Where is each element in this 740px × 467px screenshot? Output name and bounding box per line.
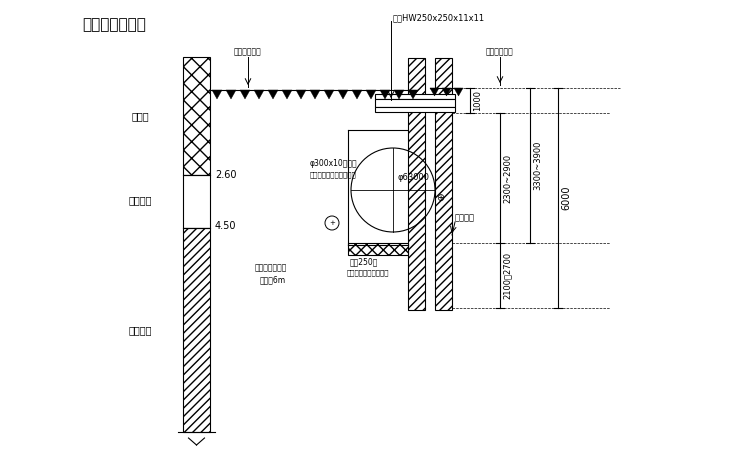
Bar	[375, 99, 455, 107]
Text: 粉质粘土: 粉质粘土	[128, 325, 152, 335]
Text: 桩径250毫: 桩径250毫	[350, 257, 378, 267]
Polygon shape	[352, 90, 362, 99]
Polygon shape	[212, 90, 222, 99]
Text: 2100～2700: 2100～2700	[503, 252, 512, 299]
Text: φ300x10钢管管: φ300x10钢管管	[310, 158, 357, 168]
Text: 2.60: 2.60	[215, 170, 237, 180]
Text: 6000: 6000	[561, 186, 571, 210]
Polygon shape	[296, 90, 306, 99]
Polygon shape	[454, 88, 463, 96]
Polygon shape	[366, 90, 376, 99]
Polygon shape	[338, 90, 348, 99]
Text: 细砂层土: 细砂层土	[128, 195, 152, 205]
Bar	[408, 58, 425, 310]
Bar	[375, 94, 455, 99]
Bar	[183, 175, 210, 228]
Bar	[183, 228, 210, 432]
Polygon shape	[442, 88, 451, 96]
Polygon shape	[226, 90, 236, 99]
Bar	[375, 107, 455, 112]
Bar	[183, 57, 210, 175]
Polygon shape	[324, 90, 334, 99]
Text: 桩长约6m: 桩长约6m	[260, 276, 286, 284]
Text: 3300~3900: 3300~3900	[533, 141, 542, 190]
Polygon shape	[240, 90, 250, 99]
Text: 钻孔剖面示意图: 钻孔剖面示意图	[82, 17, 146, 33]
Text: 原有地面标线: 原有地面标线	[234, 48, 262, 57]
Text: 原有地面标线: 原有地面标线	[486, 48, 514, 57]
Text: 开挖底面: 开挖底面	[455, 213, 475, 222]
Polygon shape	[310, 90, 320, 99]
Text: +: +	[329, 220, 335, 226]
Text: 自垂距顶端桩距: 自垂距顶端桩距	[255, 263, 287, 273]
Polygon shape	[408, 90, 418, 99]
Polygon shape	[282, 90, 292, 99]
Text: 1000: 1000	[473, 90, 482, 111]
Polygon shape	[254, 90, 264, 99]
Polygon shape	[380, 90, 390, 99]
Polygon shape	[430, 88, 439, 96]
Text: 板支撑与钢圈内采用环套: 板支撑与钢圈内采用环套	[310, 172, 357, 178]
Polygon shape	[394, 90, 404, 99]
Text: 2300~2900: 2300~2900	[503, 154, 512, 203]
Polygon shape	[268, 90, 278, 99]
Text: 桩端持层反灌文字规范: 桩端持层反灌文字规范	[347, 270, 389, 276]
Bar	[348, 243, 408, 255]
Text: ⊕: ⊕	[436, 193, 444, 203]
Text: 钢梁HW250x250x11x11: 钢梁HW250x250x11x11	[393, 14, 485, 22]
Text: 4.50: 4.50	[215, 221, 237, 231]
Text: φ63000: φ63000	[398, 174, 430, 183]
Text: 素填土: 素填土	[131, 111, 149, 121]
Bar	[435, 58, 452, 310]
